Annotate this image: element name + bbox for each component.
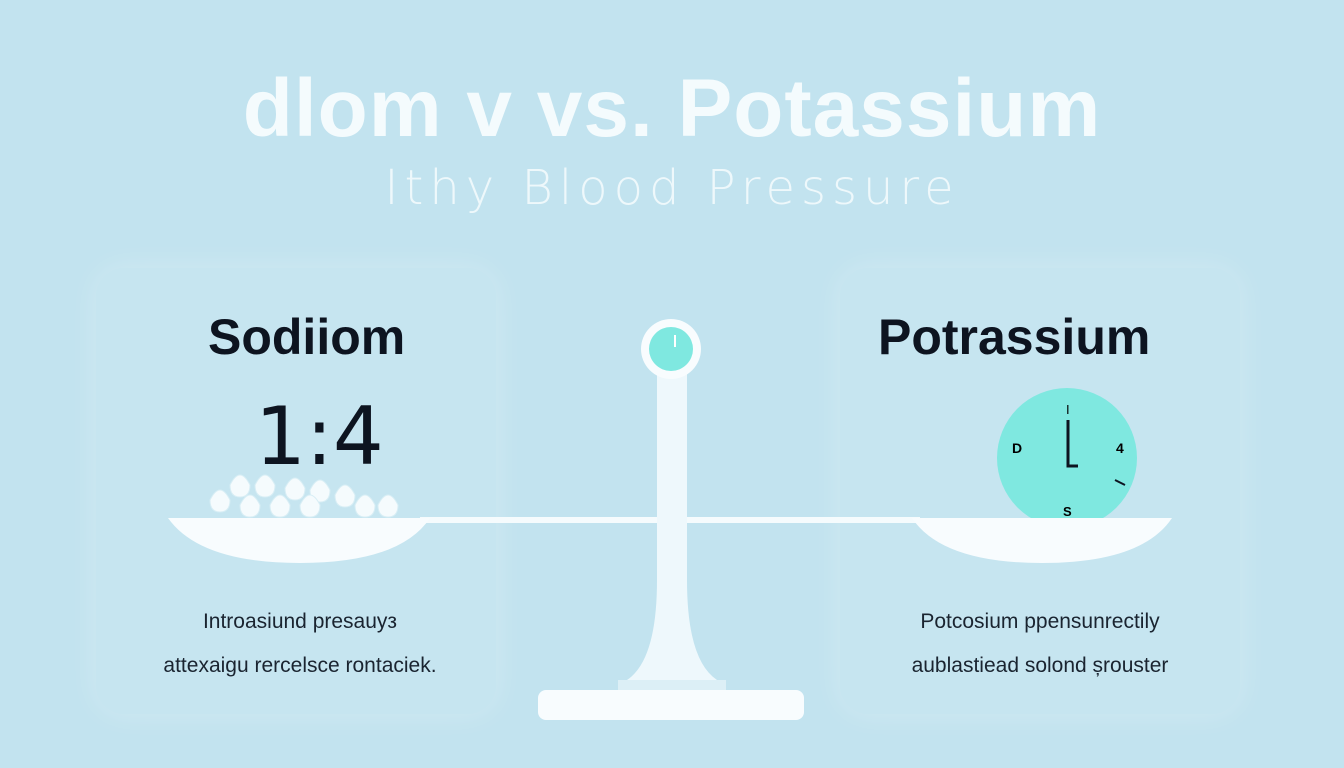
sodium-ratio: 1:4 xyxy=(255,390,384,483)
gauge-icon xyxy=(649,327,693,371)
main-title: dlom v vs. Potassium xyxy=(242,63,1102,154)
potassium-desc-line2: aublastiead solond șrouster xyxy=(911,654,1169,677)
subtitle: Ithy Blood Pressure xyxy=(384,160,960,216)
sodium-heading: Sodiiom xyxy=(208,309,406,365)
clock-label-top: I xyxy=(1066,402,1070,417)
potassium-heading: Potrassium xyxy=(878,309,1151,365)
sodium-desc-line1: Introasiund presauyз xyxy=(202,610,398,633)
clock-label-left: D xyxy=(1012,440,1023,456)
clock-label-bottom: S xyxy=(1063,504,1072,519)
salt-crystals-icon xyxy=(209,474,399,518)
left-pan xyxy=(168,518,430,563)
scale-pillar xyxy=(627,370,717,680)
sodium-desc-line2: attexaigu rercelsce rontaciek. xyxy=(163,654,437,677)
right-pan xyxy=(912,518,1172,563)
potassium-desc-line1: Potcosium ppensunrectily xyxy=(920,610,1160,633)
clock-label-right: 4 xyxy=(1116,440,1124,456)
scale-base xyxy=(538,690,804,720)
